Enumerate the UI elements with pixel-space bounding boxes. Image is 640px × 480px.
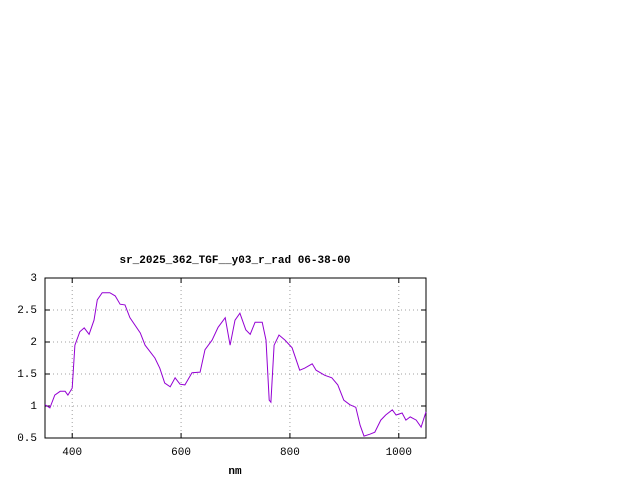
- data-line: [44, 292, 427, 437]
- x-axis-label: nm: [228, 466, 242, 478]
- y-tick-label: 1: [30, 401, 37, 413]
- y-tick-label: 3: [30, 273, 37, 285]
- x-tick-label: 400: [62, 447, 82, 459]
- y-tick-label: 2.5: [17, 305, 37, 317]
- y-tick-label: 2: [30, 337, 37, 349]
- x-tick-label: 800: [280, 447, 300, 459]
- plot-frame: [44, 277, 427, 439]
- chart-title: sr_2025_362_TGF__y03_r_rad 06-38-00: [119, 255, 350, 267]
- y-tick-label: 1.5: [17, 369, 37, 381]
- y-tick-label: 0.5: [17, 433, 37, 445]
- x-tick-label: 1000: [386, 447, 412, 459]
- x-tick-label: 600: [171, 447, 191, 459]
